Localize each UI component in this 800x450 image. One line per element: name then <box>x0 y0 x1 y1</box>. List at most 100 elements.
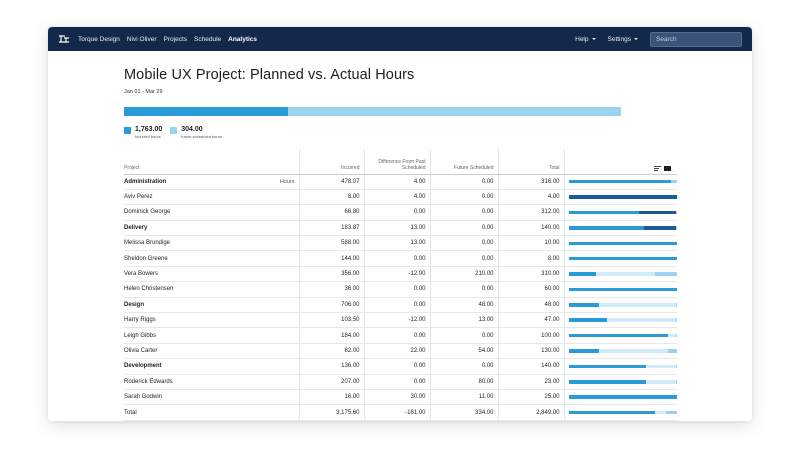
table-row[interactable]: Dominick George 66.80 0.00 0.00 312.00 <box>124 204 677 221</box>
incurred-segment <box>568 287 677 292</box>
table-row[interactable]: Sheldon Greene 144.00 0.00 0.00 8.00 <box>124 250 677 267</box>
incurred-segment <box>568 318 608 322</box>
table-row[interactable]: Sarah Godwin 16.00 30.00 11.00 25.00 <box>124 389 677 406</box>
row-name-text: Aviv Perez <box>124 194 153 201</box>
nav-link-analytics[interactable]: Analytics <box>228 35 258 43</box>
total-cell: 140.00 <box>497 358 564 375</box>
table-row[interactable]: Helen Christensen 36.00 0.00 0.00 60.00 <box>124 281 677 298</box>
settings-menu-label: Settings <box>607 35 632 43</box>
group-row[interactable]: Administration Hours 478.07 4.00 0.00 316.00 <box>124 174 677 190</box>
row-name: Dominick George <box>124 204 299 221</box>
column-header-total[interactable]: Total <box>497 149 564 175</box>
row-name-text: Sarah Godwin <box>124 394 163 401</box>
difference-cell: -12.00 <box>363 266 430 283</box>
total-cell: 130.00 <box>497 343 564 360</box>
row-progress-bar <box>568 333 677 338</box>
future-hours-label: future scheduled hours <box>181 134 222 139</box>
future-cell: 54.00 <box>429 343 498 360</box>
settings-menu[interactable]: Settings <box>607 35 638 43</box>
future-cell: 334.00 <box>429 404 498 421</box>
row-progress-bar <box>568 410 677 415</box>
hours-table: Project Incurred Difference From Past Sc… <box>124 149 677 421</box>
future-cell: 0.00 <box>429 281 498 298</box>
list-view-icon[interactable] <box>654 165 661 171</box>
overage-segment <box>644 226 677 230</box>
row-name: Harry Riggs <box>124 312 299 329</box>
incurred-segment <box>568 179 672 184</box>
row-name-text: Vera Bowers <box>124 271 159 278</box>
incurred-segment <box>568 226 645 230</box>
column-header-project[interactable]: Project <box>124 149 299 175</box>
total-cell: 2,849.00 <box>497 404 564 421</box>
incurred-segment <box>568 395 677 399</box>
incurred-cell: 36.00 <box>298 281 364 298</box>
nav-link-schedule[interactable]: Schedule <box>194 35 222 43</box>
total-cell: 48.00 <box>497 297 564 314</box>
nav-link-nivi-oliver[interactable]: Nivi Oliver <box>126 35 157 43</box>
total-cell: 140.00 <box>497 220 564 237</box>
future-cell: 48.00 <box>429 297 498 314</box>
row-bar-cell <box>563 389 677 406</box>
incurred-cell: 103.50 <box>298 312 364 329</box>
row-name: Roderick Edwards <box>124 374 299 390</box>
group-row[interactable]: Delivery 183.87 13.00 0.00 140.00 <box>124 220 677 237</box>
future-cell: 80.00 <box>429 374 498 390</box>
row-name: Melissa Brundige <box>124 235 299 252</box>
nav-link-projects[interactable]: Projects <box>163 35 188 43</box>
future-swatch <box>170 127 178 134</box>
incurred-segment <box>568 410 655 415</box>
total-cell: 23.00 <box>497 374 564 390</box>
incurred-cell: 183.87 <box>298 220 364 237</box>
row-progress-bar <box>568 195 677 199</box>
difference-cell: 0.00 <box>363 204 430 221</box>
table-row[interactable]: Total 3,175.60 -161.00 334.00 2,849.00 <box>124 404 677 421</box>
group-row[interactable]: Design 706.00 0.00 48.00 48.00 <box>124 297 677 314</box>
future-cell: 0.00 <box>429 250 498 267</box>
table-row[interactable]: Roderick Edwards 207.00 0.00 80.00 23.00 <box>124 374 677 390</box>
row-name: Helen Christensen <box>124 281 299 298</box>
row-bar-cell <box>563 404 677 421</box>
gap-segment <box>598 349 668 353</box>
row-name: Development <box>124 358 299 375</box>
table-row[interactable]: Melissa Brundige 588.00 13.00 0.00 10.00 <box>124 235 677 252</box>
difference-cell: 0.00 <box>363 297 430 314</box>
column-header-future[interactable]: Future Scheduled <box>429 149 498 175</box>
incurred-cell: 82.00 <box>298 343 364 360</box>
difference-cell: 22.00 <box>363 343 430 360</box>
future-cell: 0.00 <box>429 220 498 237</box>
bar-view-icon[interactable] <box>664 165 671 171</box>
difference-cell: -161.00 <box>363 404 430 421</box>
difference-cell: 0.00 <box>363 358 430 375</box>
row-name: Sheldon Greene <box>124 250 299 267</box>
difference-cell: 0.00 <box>363 327 430 344</box>
table-row[interactable]: Olivia Carter 82.00 22.00 54.00 130.00 <box>124 343 677 360</box>
row-bar-cell <box>563 312 677 329</box>
gap-segment <box>595 272 655 276</box>
view-toggle <box>563 149 677 175</box>
incurred-cell: 588.00 <box>298 235 364 252</box>
table-row[interactable]: Harry Riggs 103.50 -12.00 13.00 47.00 <box>124 312 677 329</box>
column-header-incurred[interactable]: Incurred <box>298 149 364 175</box>
group-row[interactable]: Development 136.00 0.00 0.00 140.00 <box>124 358 677 375</box>
future-cell: 210.00 <box>429 266 498 283</box>
row-progress-bar <box>568 256 677 261</box>
row-bar-cell <box>563 250 677 267</box>
help-menu[interactable]: Help <box>575 36 596 43</box>
difference-cell: 4.00 <box>363 189 430 206</box>
table-row[interactable]: Leigh Gibbs 184.00 0.00 0.00 100.00 <box>124 327 677 344</box>
search-input[interactable] <box>650 31 742 47</box>
row-name: Design <box>124 297 299 314</box>
column-header-difference[interactable]: Difference From Past Scheduled <box>363 149 430 175</box>
nav-link-torque-design[interactable]: Torque Design <box>78 35 120 43</box>
row-name: Olivia Carter <box>124 343 299 360</box>
table-row[interactable]: Aviv Perez 8.00 4.00 0.00 4.00 <box>124 189 677 206</box>
incurred-cell: 706.00 <box>298 297 364 314</box>
table-row[interactable]: Vera Bowers 356.00 -12.00 210.00 310.00 <box>124 266 677 283</box>
total-cell: 312.00 <box>497 204 564 221</box>
row-bar-cell <box>563 189 677 206</box>
date-range[interactable]: Jan 01 - Mar 29 <box>124 89 163 95</box>
brand-logo-icon[interactable] <box>58 34 70 44</box>
future-cell: 0.00 <box>429 235 498 252</box>
row-name: Administration Hours <box>124 174 299 190</box>
incurred-segment <box>568 272 596 276</box>
